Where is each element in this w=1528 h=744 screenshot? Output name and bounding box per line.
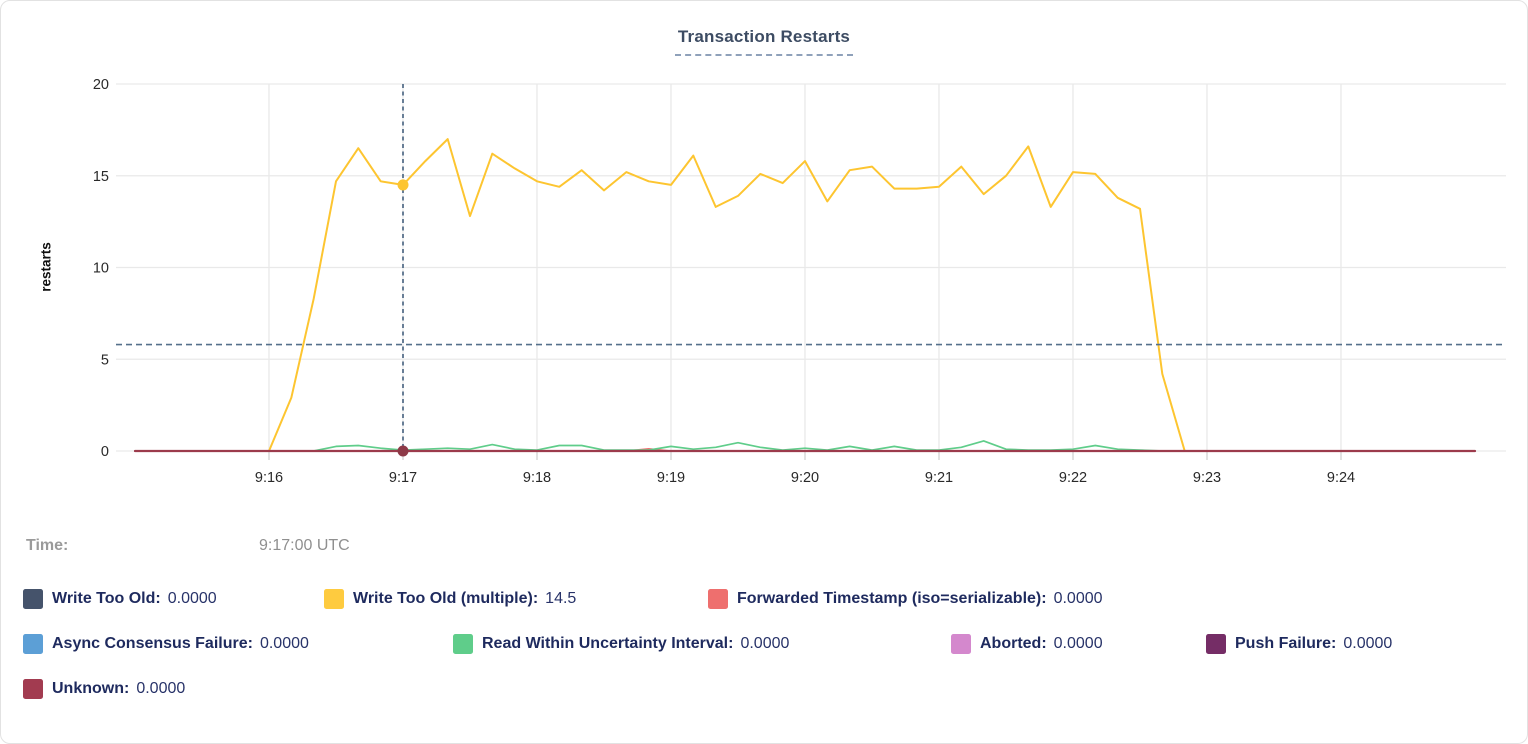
legend-value: 14.5 [545, 590, 577, 607]
legend-item: Push Failure: 0.0000 [1206, 634, 1392, 654]
legend-label: Push Failure: [1235, 635, 1337, 652]
axis-labels: 0 5 10 15 20 9:16 9:17 9:18 9:19 9:20 9:21 9:22 9:23… [93, 77, 1355, 486]
transaction-restarts-chart[interactable]: 0 5 10 15 20 9:16 9:17 9:18 9:19 9:20 9:21 9:22 9:23… [1, 1, 1528, 521]
legend-label: Aborted: [980, 635, 1047, 652]
legend-label: Unknown: [52, 680, 130, 697]
legend-swatch [951, 634, 971, 654]
legend-item: Write Too Old: 0.0000 [23, 589, 217, 609]
legend-value: 0.0000 [167, 590, 217, 607]
legend-swatch [23, 589, 43, 609]
x-tick-label: 9:16 [255, 470, 283, 486]
x-tick-label: 9:20 [791, 470, 819, 486]
legend-row: Async Consensus Failure: 0.0000 Read Withi… [1, 634, 1527, 660]
legend-value: 0.0000 [1053, 635, 1103, 652]
legend-item: Read Within Uncertainty Interval: 0.0000 [453, 634, 789, 654]
legend-item: Unknown: 0.0000 [23, 679, 185, 699]
legend-swatch [324, 589, 344, 609]
legend-label: Write Too Old: [52, 590, 161, 607]
x-tick-label: 9:22 [1059, 470, 1087, 486]
legend-label: Write Too Old (multiple): [353, 590, 539, 607]
y-tick-label: 15 [93, 169, 109, 185]
chart-title-wrap: Transaction Restarts [1, 27, 1527, 56]
legend-item: Forwarded Timestamp (iso=serializable): 0… [708, 589, 1103, 609]
x-tick-label: 9:24 [1327, 470, 1355, 486]
legend-swatch [1206, 634, 1226, 654]
legend-item: Async Consensus Failure: 0.0000 [23, 634, 309, 654]
legend-label: Read Within Uncertainty Interval: [482, 635, 734, 652]
legend-value: 0.0000 [136, 680, 186, 697]
hover-time-label: Time: [26, 537, 69, 554]
series-line [134, 440, 1164, 452]
y-tick-label: 5 [101, 352, 109, 368]
legend-item: Write Too Old (multiple): 14.5 [324, 589, 576, 609]
legend-swatch [453, 634, 473, 654]
hover-time-value: 9:17:00 UTC [259, 537, 350, 554]
legend-swatch [23, 679, 43, 699]
series-line [268, 138, 1186, 452]
legend-row: Unknown: 0.0000 [1, 679, 1527, 705]
hover-crosshair [116, 84, 1506, 457]
legend-label: Async Consensus Failure: [52, 635, 253, 652]
hover-point [397, 445, 409, 457]
x-tick-label: 9:17 [389, 470, 417, 486]
series-lines [133, 138, 1477, 453]
legend-item: Aborted: 0.0000 [951, 634, 1103, 654]
x-tick-label: 9:18 [523, 470, 551, 486]
legend-value: 0.0000 [740, 635, 790, 652]
grid [116, 83, 1506, 460]
y-tick-label: 20 [93, 77, 109, 93]
legend-swatch [23, 634, 43, 654]
legend-row: Write Too Old: 0.0000 Write Too Old (multi… [1, 589, 1527, 615]
legend-swatch [708, 589, 728, 609]
x-tick-label: 9:19 [657, 470, 685, 486]
legend-label: Forwarded Timestamp (iso=serializable): [737, 590, 1047, 607]
x-tick-label: 9:21 [925, 470, 953, 486]
hover-point [397, 179, 409, 191]
y-tick-label: 0 [101, 444, 109, 460]
legend-value: 0.0000 [259, 635, 309, 652]
hover-time-row: Time: 9:17:00 UTC [1, 537, 1527, 561]
y-tick-label: 10 [93, 261, 109, 277]
x-tick-label: 9:23 [1193, 470, 1221, 486]
legend-value: 0.0000 [1343, 635, 1393, 652]
chart-title[interactable]: Transaction Restarts [674, 27, 854, 56]
legend-value: 0.0000 [1053, 590, 1103, 607]
